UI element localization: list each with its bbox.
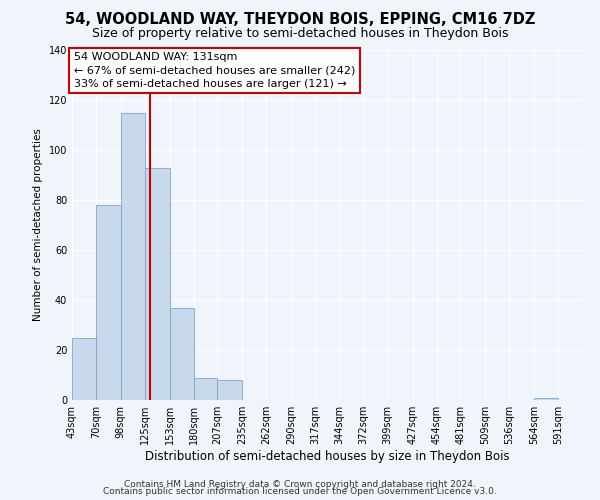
Bar	[170, 308, 194, 400]
Bar	[194, 378, 217, 400]
Bar	[72, 338, 96, 400]
Text: Contains HM Land Registry data © Crown copyright and database right 2024.: Contains HM Land Registry data © Crown c…	[124, 480, 476, 489]
Text: 54 WOODLAND WAY: 131sqm
← 67% of semi-detached houses are smaller (242)
33% of s: 54 WOODLAND WAY: 131sqm ← 67% of semi-de…	[74, 52, 355, 89]
Text: Contains public sector information licensed under the Open Government Licence v3: Contains public sector information licen…	[103, 487, 497, 496]
X-axis label: Distribution of semi-detached houses by size in Theydon Bois: Distribution of semi-detached houses by …	[145, 450, 509, 463]
Bar	[145, 168, 170, 400]
Text: Size of property relative to semi-detached houses in Theydon Bois: Size of property relative to semi-detach…	[92, 28, 508, 40]
Bar	[96, 205, 121, 400]
Bar	[121, 112, 145, 400]
Bar	[217, 380, 242, 400]
Y-axis label: Number of semi-detached properties: Number of semi-detached properties	[33, 128, 43, 322]
Text: 54, WOODLAND WAY, THEYDON BOIS, EPPING, CM16 7DZ: 54, WOODLAND WAY, THEYDON BOIS, EPPING, …	[65, 12, 535, 28]
Bar	[534, 398, 558, 400]
